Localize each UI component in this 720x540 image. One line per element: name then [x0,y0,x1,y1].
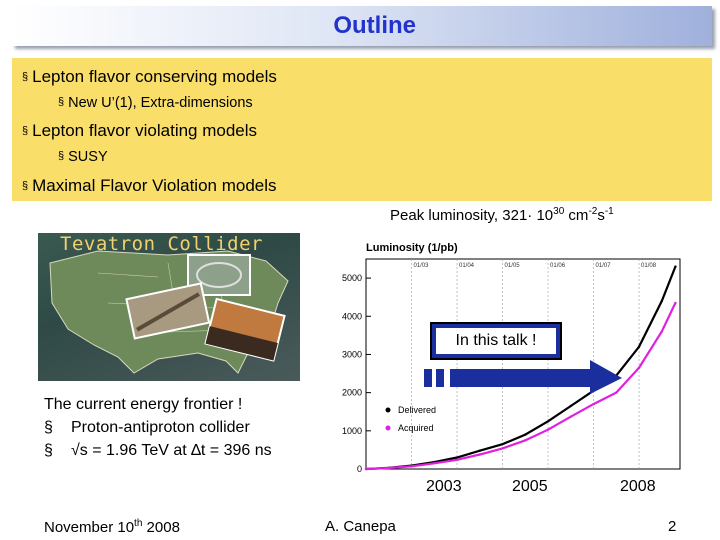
top-tick-label: 01/06 [550,263,566,269]
top-tick-label: 01/07 [596,263,612,269]
peak-luminosity: Peak luminosity, 321· 1030 cm-2s-1 [390,206,614,224]
usa-map-picture [49,250,289,374]
bullet-1: § Lepton flavor conserving models [22,67,277,87]
callout-text: In this talk ! [436,328,556,354]
y-tick-label: 0 [357,464,362,473]
outline-box [12,58,712,201]
sub-bullet-1: § New U’(1), Extra-dimensions [58,95,253,111]
data-point-acquired [478,453,481,456]
data-point-delivered [455,456,459,459]
arrow-shaft [450,369,592,387]
data-point-acquired [660,330,663,333]
y-tick-label: 4000 [342,311,362,321]
data-point-delivered [501,442,504,446]
data-point-acquired [546,428,550,431]
data-point-delivered [524,433,527,436]
data-point-acquired [615,391,618,394]
data-point-delivered [478,449,481,452]
data-point-delivered [637,345,641,349]
data-point-delivered [546,420,550,423]
top-tick-label: 01/08 [641,263,657,269]
y-tick-label: 5000 [342,273,362,283]
y-tick-label: 3000 [342,349,362,359]
legend-marker [385,425,391,431]
data-point-delivered [674,265,677,268]
legend-marker [385,407,391,413]
slide-title: Outline [333,12,416,39]
x-year-label-3: 2008 [620,478,656,495]
bullet-3: § Maximal Flavor Violation models [22,176,277,196]
legend-entry: Acquired [398,423,434,433]
bullet-1-text: Lepton flavor conserving models [32,67,277,86]
plot-frame [365,258,681,470]
data-point-delivered [660,299,663,303]
chart-title: Luminosity (1/pb) [366,242,458,254]
data-point-acquired [592,402,595,406]
bullet-3-text: Maximal Flavor Violation models [32,176,277,195]
data-point-acquired [433,462,436,465]
x-year-label-1: 2003 [426,478,462,495]
data-point-acquired [569,415,572,418]
data-point-acquired [501,447,504,450]
data-point-acquired [674,301,677,305]
data-point-acquired [637,366,641,370]
energy-frontier-text: The current energy frontier ! § Proton-an… [44,393,272,462]
callout-box: In this talk ! [430,322,562,360]
bullet-glyph: § [22,125,29,137]
bullet-2-text: Lepton flavor violating models [32,121,258,140]
frontier-line-1: The current energy frontier ! [44,396,243,413]
tevatron-map-image: Tevatron Collider [38,233,300,381]
bullet-glyph: § [58,96,65,108]
data-point-acquired [455,458,459,462]
sub-bullet-2: § SUSY [58,149,108,165]
y-tick-label: 2000 [342,388,362,398]
bullet-glyph: § [22,180,29,192]
arrow-dash-2 [436,369,444,387]
top-tick-label: 01/03 [414,263,430,269]
x-year-label-2: 2005 [512,478,548,495]
data-point-acquired [364,467,368,471]
data-point-acquired [410,465,413,468]
page-number: 2 [668,518,677,535]
data-point-acquired [524,439,527,442]
footer-author: A. Canepa [325,518,396,535]
arrow-dash-1 [424,369,432,387]
map-title: Tevatron Collider [60,233,263,255]
frontier-line-3: § √s = 1.96 TeV at ∆t = 396 ns [44,442,272,459]
frontier-line-2: § Proton-antiproton collider [44,419,250,436]
sub-bullet-1-text: New U’(1), Extra-dimensions [68,95,253,111]
bullet-glyph: § [22,71,29,83]
bullet-glyph: § [58,150,65,162]
legend-entry: Delivered [398,405,436,415]
data-point-delivered [569,404,572,408]
footer-date: November 10th 2008 [44,518,180,536]
title-bar [12,6,712,46]
arrow-head [590,360,622,394]
data-point-acquired [387,466,390,470]
bullet-2: § Lepton flavor violating models [22,121,257,141]
arrow-graphic [424,360,622,394]
top-tick-label: 01/04 [459,263,475,269]
top-tick-label: 01/05 [505,263,521,269]
luminosity-chart-svg: Luminosity (1/pb) 01/03 01/04 01/05 01/06 01… [342,242,681,474]
sub-bullet-2-text: SUSY [68,149,108,165]
y-tick-label: 1000 [342,426,362,436]
